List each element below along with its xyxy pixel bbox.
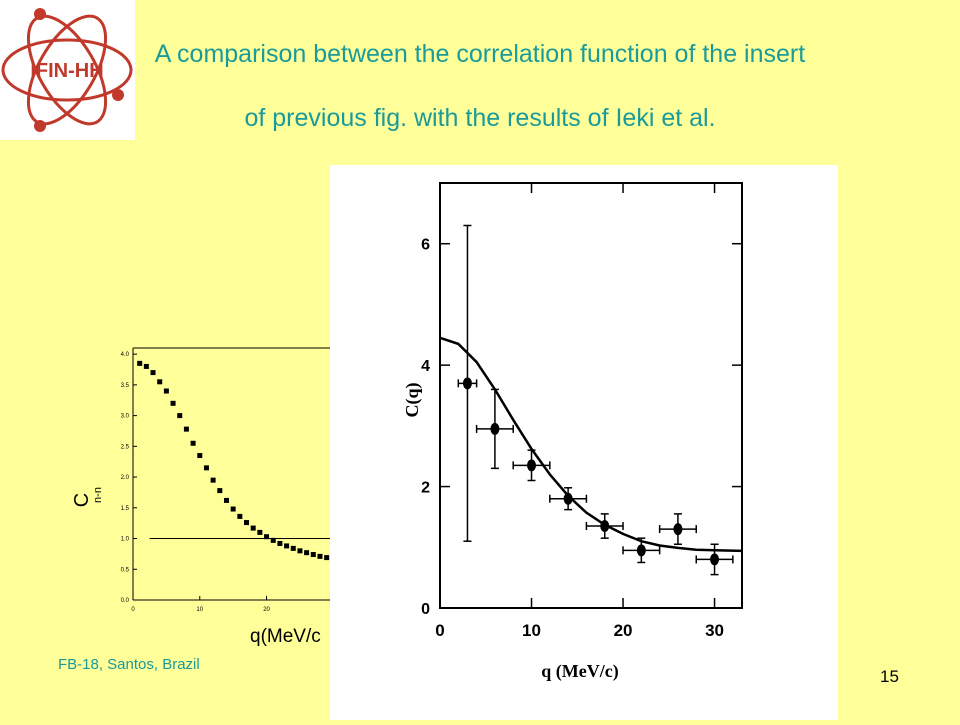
left-data-point: [284, 543, 290, 549]
left-data-point: [190, 440, 196, 446]
left-data-point: [324, 555, 330, 561]
left-data-point: [270, 537, 276, 543]
left-data-point: [250, 525, 256, 531]
left-y-tick-label: 0.0: [121, 598, 130, 604]
left-data-point: [163, 388, 169, 394]
left-data-point: [304, 550, 310, 556]
left-data-point: [183, 426, 189, 432]
left-data-point: [177, 413, 183, 419]
slide-title-line-1: A comparison between the correlation fun…: [154, 40, 806, 68]
right-chart-svg: 0 2 4 6 0 10 20 30 C(q) q (MeV/c): [402, 182, 743, 682]
right-figure-panel: 0 2 4 6 0 10 20 30 C(q) q (MeV/c): [330, 165, 838, 720]
left-y-tick-label: 0.5: [121, 567, 130, 573]
footer-text: FB-18, Santos, Brazil: [58, 656, 200, 673]
left-y-axis-label: C: [71, 493, 93, 507]
left-data-point: [137, 360, 143, 366]
left-data-point: [237, 513, 243, 519]
left-x-tick-label: 20: [263, 607, 270, 613]
left-data-point: [297, 548, 303, 554]
page-number: 15: [880, 667, 899, 686]
left-y-tick-label: 3.0: [121, 414, 130, 420]
left-data-point: [223, 497, 229, 503]
left-data-point: [230, 506, 236, 512]
slide-title-line-2: of previous fig. with the results of Iek…: [244, 104, 716, 132]
right-data-point: [636, 544, 646, 557]
left-correlation-chart: 0.00.51.01.52.02.53.03.54.00102030Cn-nq(…: [60, 335, 360, 655]
right-y-tick-label: 0: [421, 601, 430, 618]
left-data-point: [317, 553, 323, 559]
right-x-tick-label: 30: [705, 621, 724, 640]
left-chart-svg: 0.00.51.01.52.02.53.03.54.00102030Cn-nq(…: [71, 347, 340, 647]
left-data-point: [290, 545, 296, 551]
right-data-point: [490, 422, 500, 435]
left-y-tick-label: 4.0: [121, 352, 130, 358]
left-y-tick-label: 2.5: [121, 444, 130, 450]
right-x-tick-label: 20: [614, 621, 633, 640]
left-data-point: [257, 529, 263, 535]
right-data-point: [600, 520, 610, 533]
left-x-tick-label: 10: [196, 607, 203, 613]
right-y-axis-label: C(q): [402, 382, 423, 417]
left-data-point: [150, 370, 156, 376]
right-fit-curve: [439, 336, 743, 553]
left-y-tick-label: 3.5: [121, 383, 130, 389]
right-data-point: [527, 459, 537, 472]
left-x-tick-label: 0: [131, 607, 135, 613]
left-y-tick-label: 1.5: [121, 506, 130, 512]
right-y-tick-label: 6: [421, 237, 430, 254]
right-data-point: [673, 523, 683, 536]
left-data-point: [210, 477, 216, 483]
left-x-axis-label: q(MeV/c: [250, 626, 321, 647]
atom-logo-icon: IFIN-HH: [1, 8, 133, 132]
left-data-point: [217, 488, 223, 494]
right-data-point: [710, 553, 720, 566]
left-y-tick-label: 2.0: [121, 475, 130, 481]
right-data-point: [462, 377, 472, 390]
left-data-point: [310, 552, 316, 558]
right-plot-frame: [439, 182, 743, 609]
right-x-tick-label: 0: [435, 621, 444, 640]
left-data-point: [244, 520, 250, 526]
right-data-point: [563, 492, 573, 505]
left-data-point: [197, 453, 203, 459]
left-y-axis-label-sub: n-n: [92, 487, 104, 503]
right-x-tick-label: 10: [522, 621, 541, 640]
ifin-hh-logo: IFIN-HH: [0, 0, 135, 140]
left-data-point: [157, 379, 163, 385]
svg-text:IFIN-HH: IFIN-HH: [30, 60, 103, 82]
right-y-tick-label: 4: [421, 358, 430, 375]
left-data-point: [277, 540, 283, 546]
right-y-tick-label: 2: [421, 480, 430, 497]
left-y-tick-label: 1.0: [121, 537, 130, 543]
left-data-point: [143, 363, 149, 369]
left-data-point: [203, 465, 209, 471]
left-data-point: [264, 534, 270, 540]
right-x-axis-label: q (MeV/c): [541, 661, 618, 682]
left-data-point: [170, 400, 176, 406]
